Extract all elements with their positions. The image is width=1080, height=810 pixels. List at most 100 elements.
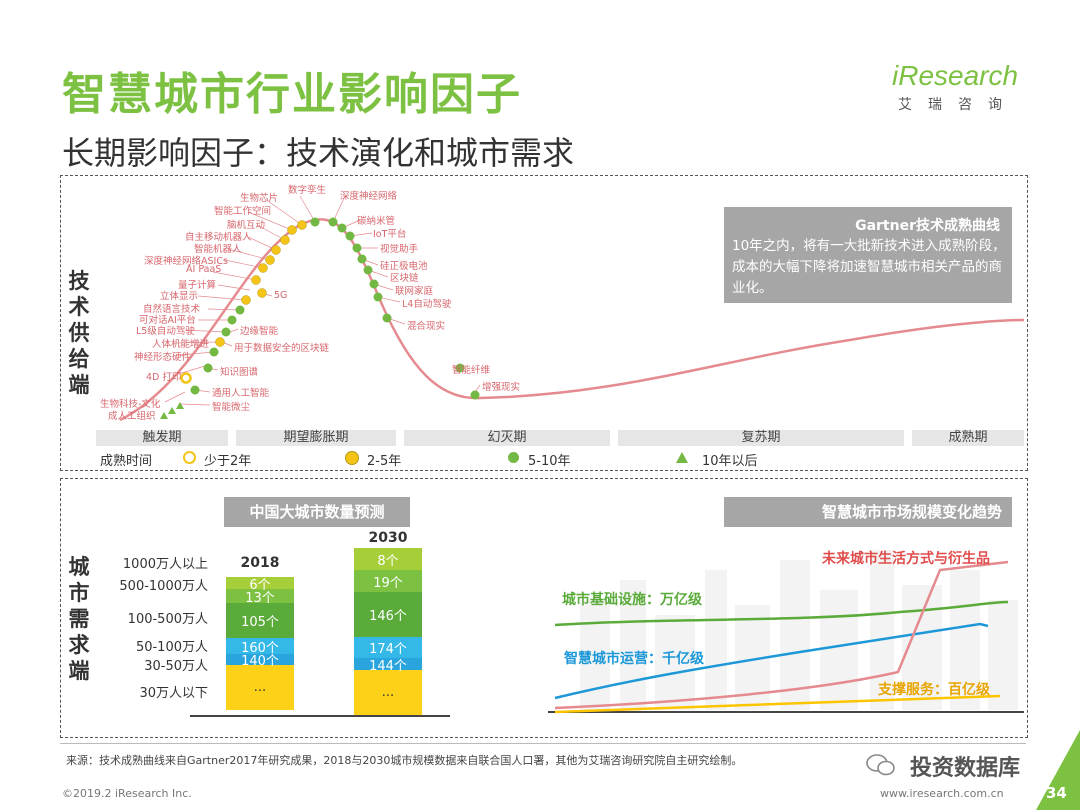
bar-stack-2018: 6个 13个 105个 160个 140个 ... — [226, 577, 294, 710]
forecast-title: 中国大城市数量预测 — [224, 497, 410, 527]
tech-label: 自主移动机器人 — [185, 232, 252, 243]
tech-label: 神经形态硬件 — [134, 352, 192, 363]
tech-label: 智能机器人 — [194, 244, 242, 255]
tech-label: 自然语言技术 — [143, 304, 201, 315]
category-label: 500-1000万人 — [119, 579, 208, 594]
wechat-icon — [866, 752, 896, 778]
page-title: 智慧城市行业影响因子 — [62, 69, 522, 120]
legend-10plus-icon — [676, 452, 688, 463]
trend-label-future: 未来城市生活方式与衍生品 — [822, 551, 990, 567]
skyline-background — [580, 550, 1018, 710]
trend-line-future — [554, 560, 1009, 710]
trend-chart — [548, 550, 1024, 714]
markers-10plus — [160, 402, 184, 419]
demand-side-label: 城市需求端 — [68, 555, 90, 683]
tech-label: 智能工作空间 — [214, 206, 272, 217]
bar-seg-30-50: 140个 — [226, 654, 294, 669]
tech-label: 联网家庭 — [395, 286, 434, 297]
legend-lt2: 少于2年 — [204, 454, 252, 469]
tech-label: 人体机能增进 — [152, 339, 210, 350]
phase-peak: 期望膨胀期 — [236, 430, 396, 446]
tech-label: 数字孪生 — [288, 185, 327, 196]
bar-seg-50-100: 174个 — [354, 637, 422, 658]
page-subtitle: 长期影响因子：技术演化和城市需求 — [62, 134, 575, 172]
page-corner — [1036, 730, 1080, 810]
demand-panel — [60, 478, 1028, 738]
tech-label: 量子计算 — [178, 280, 217, 291]
bar-seg-below30: ... — [226, 665, 294, 710]
tech-label: 立体显示 — [160, 291, 199, 302]
legend-title: 成熟时间 — [100, 454, 153, 469]
hype-cycle-chart — [119, 195, 1025, 422]
bar-year-label: 2018 — [240, 555, 280, 571]
legend-2-5-icon — [345, 451, 359, 465]
tech-label: 混合现实 — [407, 321, 446, 332]
tech-label: 增强现实 — [482, 382, 521, 393]
tech-label: 用于数据安全的区块链 — [234, 343, 330, 354]
tech-label: 区块链 — [390, 273, 419, 284]
bar-year-label: 2030 — [368, 530, 408, 546]
category-label: 30-50万人 — [144, 659, 208, 674]
tech-label: IoT平台 — [373, 229, 407, 240]
tech-label: 视觉助手 — [380, 244, 419, 255]
source-note: 来源：技术成熟曲线来自Gartner2017年研究成果，2018与2030城市规… — [66, 754, 743, 767]
trend-title-text: 智慧城市市场规模变化趋势 — [821, 503, 1002, 521]
tech-label: 边缘智能 — [240, 326, 279, 337]
tech-label: 知识图谱 — [220, 367, 259, 378]
bar-seg-500-1000: 13个 — [226, 589, 294, 606]
tech-label: 通用人工智能 — [212, 388, 270, 399]
tech-label: L4自动驾驶 — [402, 299, 452, 310]
legend-lt2-icon — [183, 451, 196, 464]
legend-2-5: 2-5年 — [367, 454, 402, 469]
tech-label: 成人工组织 — [108, 411, 156, 422]
page-number: 34 — [1046, 784, 1067, 802]
phase-trough: 幻灭期 — [404, 430, 610, 446]
tech-label: 可对话AI平台 — [139, 315, 196, 326]
phase-slope: 复苏期 — [618, 430, 904, 446]
phase-trigger: 触发期 — [96, 430, 228, 446]
hype-markers — [160, 217, 480, 419]
bar-seg-50-100: 160个 — [226, 638, 294, 656]
bar-stack-2030: 8个 19个 146个 174个 144个 ... — [354, 548, 422, 715]
gartner-title: Gartner技术成熟曲线 — [855, 218, 1000, 234]
tech-label: 硅正极电池 — [380, 261, 428, 272]
legend-5-10: 5-10年 — [528, 454, 571, 469]
trend-title: 智慧城市市场规模变化趋势 — [724, 497, 1012, 527]
bar-chart-baseline — [190, 715, 450, 717]
iresearch-logo: iResearch 艾瑞咨询 — [892, 60, 1032, 130]
bar-seg-100-500: 146个 — [354, 592, 422, 637]
category-label: 50-100万人 — [135, 640, 208, 655]
tech-label: 脑机互动 — [227, 220, 266, 231]
footer-divider — [60, 743, 1026, 744]
trend-label-support: 支撑服务：百亿级 — [878, 682, 990, 698]
gartner-callout: Gartner技术成熟曲线 10年之内，将有一大批新技术进入成熟阶段，成本的大幅… — [724, 207, 1012, 303]
category-label: 1000万人以上 — [122, 557, 208, 572]
trend-line-ops — [554, 622, 989, 700]
hype-curve — [119, 218, 1025, 422]
bar-seg-1000plus: 8个 — [354, 548, 422, 570]
trend-label-ops: 智慧城市运营：千亿级 — [564, 651, 704, 667]
phase-plateau: 成熟期 — [912, 430, 1024, 446]
category-label: 100-500万人 — [127, 612, 208, 627]
trend-label-infra: 城市基础设施：万亿级 — [562, 592, 702, 608]
tech-label: 深度神经网络 — [340, 191, 398, 202]
tech-label: 碳纳米管 — [357, 216, 396, 227]
markers-2-5 — [215, 220, 307, 347]
category-label: 30万人以下 — [139, 686, 208, 701]
bar-seg-below30: ... — [354, 670, 422, 715]
legend-5-10-icon — [508, 452, 519, 463]
trend-line-support — [554, 694, 1001, 714]
supply-panel — [60, 175, 1028, 471]
bar-seg-30-50: 144个 — [354, 658, 422, 674]
legend-10plus: 10年以后 — [702, 454, 758, 469]
marker-lt2 — [180, 372, 192, 384]
logo-sub-text: 艾瑞咨询 — [898, 97, 1018, 113]
site-url: www.iresearch.com.cn — [880, 787, 1004, 800]
tech-label: 深度神经网络ASICs — [144, 256, 228, 267]
markers-5-10 — [190, 217, 480, 400]
trend-line-infra — [554, 600, 1009, 627]
hype-leader-lines — [164, 195, 481, 406]
tech-label: 智能微尘 — [212, 402, 251, 413]
tech-label: 4D 打印 — [146, 372, 182, 383]
logo-main-text: iResearch — [892, 60, 1019, 91]
